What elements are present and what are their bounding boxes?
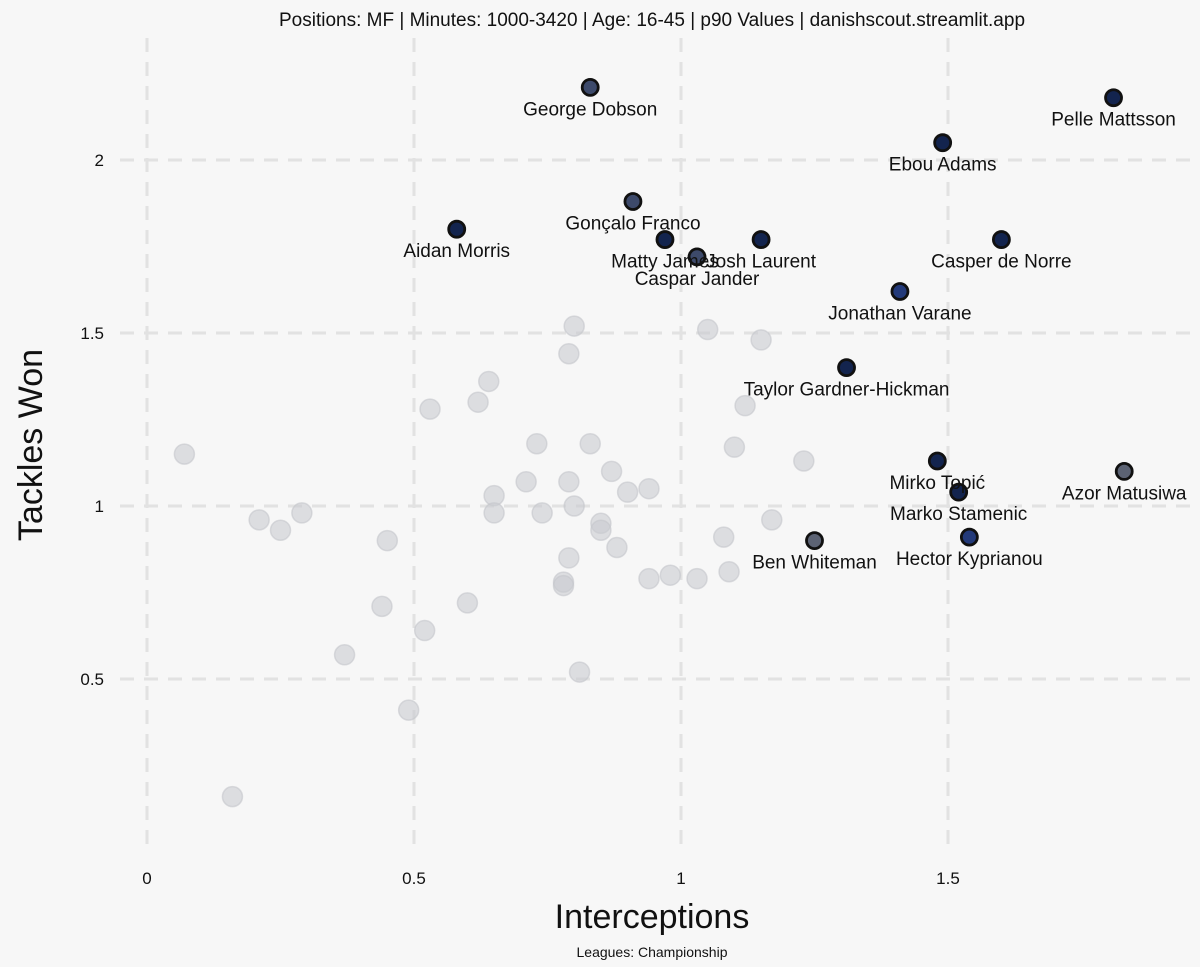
y-tick-label: 2 <box>95 151 104 170</box>
highlighted-player-point <box>655 230 675 249</box>
player-point <box>173 443 196 465</box>
player-point <box>413 619 436 642</box>
player-point <box>419 398 441 420</box>
highlighted-player-point <box>447 219 467 239</box>
player-name-label: George Dobson <box>523 99 657 120</box>
player-point <box>638 567 660 590</box>
highlighted-player-point <box>890 282 910 301</box>
player-point <box>531 502 553 524</box>
player-point <box>456 592 479 614</box>
player-point <box>723 436 746 458</box>
player-name-label: Ebou Adams <box>889 155 997 176</box>
player-point <box>600 460 623 483</box>
highlighted-player-point <box>1104 88 1123 108</box>
highlighted-player-point <box>580 77 600 97</box>
player-name-label: Pelle Mattsson <box>1051 110 1176 131</box>
highlighted-player-point <box>949 482 969 502</box>
highlighted-player-point <box>623 192 643 211</box>
player-name-label: Azor Matusiwa <box>1062 483 1187 504</box>
player-point <box>568 661 591 683</box>
highlighted-players <box>447 77 1134 550</box>
player-point <box>558 471 580 493</box>
grid <box>120 38 1192 848</box>
y-axis-label: Tackles Won <box>12 349 50 541</box>
player-name-label: Casper de Norre <box>931 252 1071 273</box>
player-name-label: Josh Laurent <box>706 252 817 273</box>
player-point <box>291 502 313 524</box>
axis-ticks: 0 0.5 1 1.5 0.5 1 1.5 2 <box>80 151 959 888</box>
x-axis-label: Interceptions <box>555 898 750 936</box>
highlighted-player-point <box>959 527 979 547</box>
leagues-footnote: Leagues: Championship <box>577 944 728 960</box>
player-point <box>696 318 719 341</box>
highlighted-player-point <box>837 358 856 378</box>
player-labels: George Dobson Pelle Mattsson Ebou Adams Gon… <box>403 99 1187 573</box>
player-name-label: Jonathan Varane <box>828 303 971 324</box>
player-point <box>552 574 575 597</box>
other-players <box>173 315 815 808</box>
player-point <box>712 526 735 548</box>
player-point <box>718 560 740 583</box>
player-point <box>761 509 783 531</box>
chart-title: Positions: MF | Minutes: 1000-3420 | Age… <box>279 10 1025 31</box>
player-point <box>590 519 612 541</box>
player-name-label: Marko Stamenic <box>890 504 1027 525</box>
player-point <box>478 370 500 393</box>
player-name-label: Ben Whiteman <box>752 553 877 574</box>
player-point <box>793 450 815 472</box>
highlighted-player-point <box>687 247 707 267</box>
x-tick-label: 1.5 <box>936 869 960 888</box>
y-tick-label: 1.5 <box>80 324 104 343</box>
highlighted-player-point <box>1114 461 1134 481</box>
highlighted-player-point <box>927 451 947 471</box>
player-name-label: Hector Kyprianou <box>896 549 1043 570</box>
player-point <box>638 477 660 500</box>
player-name-label: Gonçalo Franco <box>565 214 700 235</box>
highlighted-player-point <box>933 133 953 153</box>
highlighted-player-point <box>751 230 771 249</box>
highlighted-player-point <box>992 230 1011 249</box>
player-point <box>563 315 585 337</box>
player-name-label: Mirko Topić <box>889 473 985 494</box>
x-tick-label: 1 <box>676 869 685 888</box>
player-name-label: Matty James <box>611 252 719 273</box>
player-point <box>376 529 399 552</box>
player-name-label: Aidan Morris <box>403 241 510 262</box>
player-point <box>558 343 580 365</box>
player-point <box>397 699 420 721</box>
player-point <box>750 329 772 351</box>
player-point <box>333 644 356 666</box>
player-point <box>526 432 548 455</box>
player-point <box>515 471 537 493</box>
player-point <box>579 432 601 455</box>
player-name-label: Caspar Jander <box>635 269 760 290</box>
player-point <box>734 394 756 417</box>
x-tick-label: 0 <box>142 869 151 888</box>
player-point <box>483 502 505 524</box>
player-point <box>686 567 708 590</box>
player-point <box>558 547 580 569</box>
player-point <box>221 785 244 808</box>
player-point <box>371 595 393 618</box>
y-tick-label: 0.5 <box>80 670 104 689</box>
player-point <box>563 495 585 517</box>
player-name-label: Taylor Gardner-Hickman <box>744 380 950 401</box>
player-point <box>467 391 489 413</box>
x-tick-label: 0.5 <box>402 869 426 888</box>
highlighted-player-point <box>805 531 824 550</box>
player-point <box>606 536 628 559</box>
player-point <box>659 564 682 586</box>
player-point <box>248 509 270 531</box>
player-point <box>269 519 292 541</box>
player-point <box>616 481 639 503</box>
y-tick-label: 1 <box>95 497 104 516</box>
